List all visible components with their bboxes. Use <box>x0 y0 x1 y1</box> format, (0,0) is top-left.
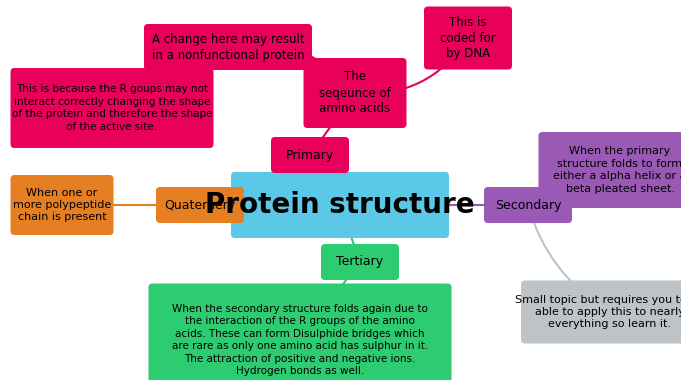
FancyBboxPatch shape <box>539 132 681 208</box>
FancyBboxPatch shape <box>484 187 572 223</box>
Text: Primary: Primary <box>286 149 334 162</box>
Text: Secondary: Secondary <box>495 198 561 212</box>
FancyBboxPatch shape <box>271 137 349 173</box>
FancyBboxPatch shape <box>321 244 399 280</box>
Text: This is because the R goups may not
interact correctly changing the shape
of the: This is because the R goups may not inte… <box>12 84 212 131</box>
Text: A change here may result
in a nonfunctional protein: A change here may result in a nonfunctio… <box>152 33 304 62</box>
Text: This is
coded for
by DNA: This is coded for by DNA <box>440 16 496 60</box>
Text: Small topic but requires you to be
able to apply this to nearly
everything so le: Small topic but requires you to be able … <box>516 294 681 329</box>
FancyBboxPatch shape <box>10 68 214 148</box>
FancyBboxPatch shape <box>521 280 681 344</box>
FancyBboxPatch shape <box>10 175 114 235</box>
Text: When the secondary structure folds again due to
the interaction of the R groups : When the secondary structure folds again… <box>172 304 428 376</box>
Text: When one or
more polypeptide
chain is present: When one or more polypeptide chain is pr… <box>13 188 111 222</box>
FancyBboxPatch shape <box>304 58 407 128</box>
Text: Tertiary: Tertiary <box>336 255 383 269</box>
FancyBboxPatch shape <box>156 187 244 223</box>
FancyBboxPatch shape <box>231 172 449 238</box>
Text: Quaternery: Quaternery <box>164 198 236 212</box>
Text: Protein structure: Protein structure <box>205 191 475 219</box>
Text: When the primary
structure folds to form
either a alpha helix or a
beta pleated : When the primary structure folds to form… <box>553 146 681 193</box>
Text: The
seqeunce of
amino acids: The seqeunce of amino acids <box>319 71 391 116</box>
FancyBboxPatch shape <box>424 6 512 70</box>
FancyBboxPatch shape <box>148 283 452 380</box>
FancyBboxPatch shape <box>144 24 312 70</box>
